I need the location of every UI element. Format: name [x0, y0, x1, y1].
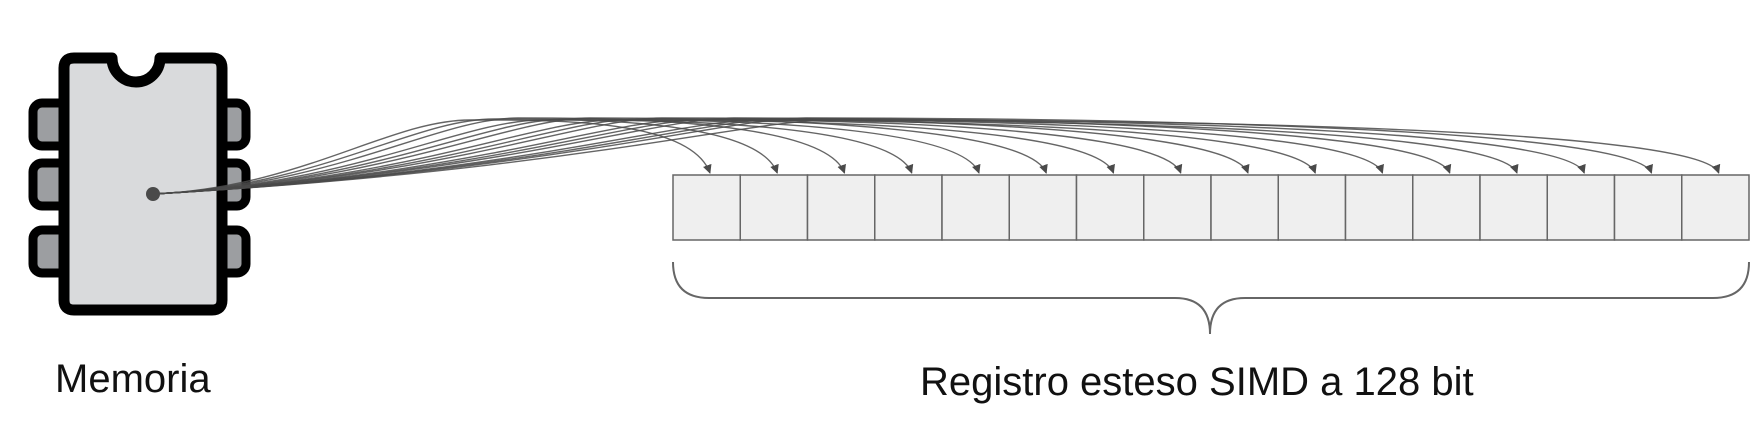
register-cell: [1143, 174, 1212, 241]
register-cell: [806, 174, 876, 241]
register-brace: [672, 261, 1750, 335]
connection-arrow: [152, 117, 1452, 195]
connection-lines: [146, 117, 1721, 201]
memory-label: Memoria: [55, 357, 211, 401]
connection-arrow: [152, 118, 779, 195]
register-cell: [739, 174, 809, 241]
connection-arrow: [152, 117, 1048, 195]
register-label: Registro esteso SIMD a 128 bit: [920, 360, 1474, 404]
register-cell: [1479, 174, 1548, 241]
register-cell: [1344, 174, 1414, 241]
simd-register: [672, 174, 1750, 241]
register-cell: [941, 174, 1010, 241]
register-cell: [1210, 174, 1279, 241]
connection-arrow: [152, 119, 712, 195]
register-cell: [1277, 174, 1347, 241]
register-cell: [1613, 174, 1683, 241]
memory-chip-icon: [28, 52, 251, 316]
register-cell: [672, 174, 741, 241]
connection-source-dot: [146, 187, 160, 201]
register-cell: [1546, 174, 1616, 241]
register-cell: [874, 174, 943, 241]
connection-arrow: [152, 117, 846, 195]
register-cell: [1075, 174, 1145, 241]
register-cell: [1008, 174, 1078, 241]
register-cell: [1412, 174, 1481, 241]
chip-body: [58, 52, 228, 316]
connection-arrow: [152, 119, 1721, 195]
register-cell: [1681, 174, 1750, 241]
connection-arrow: [152, 117, 1653, 195]
connection-arrow: [152, 117, 1250, 195]
